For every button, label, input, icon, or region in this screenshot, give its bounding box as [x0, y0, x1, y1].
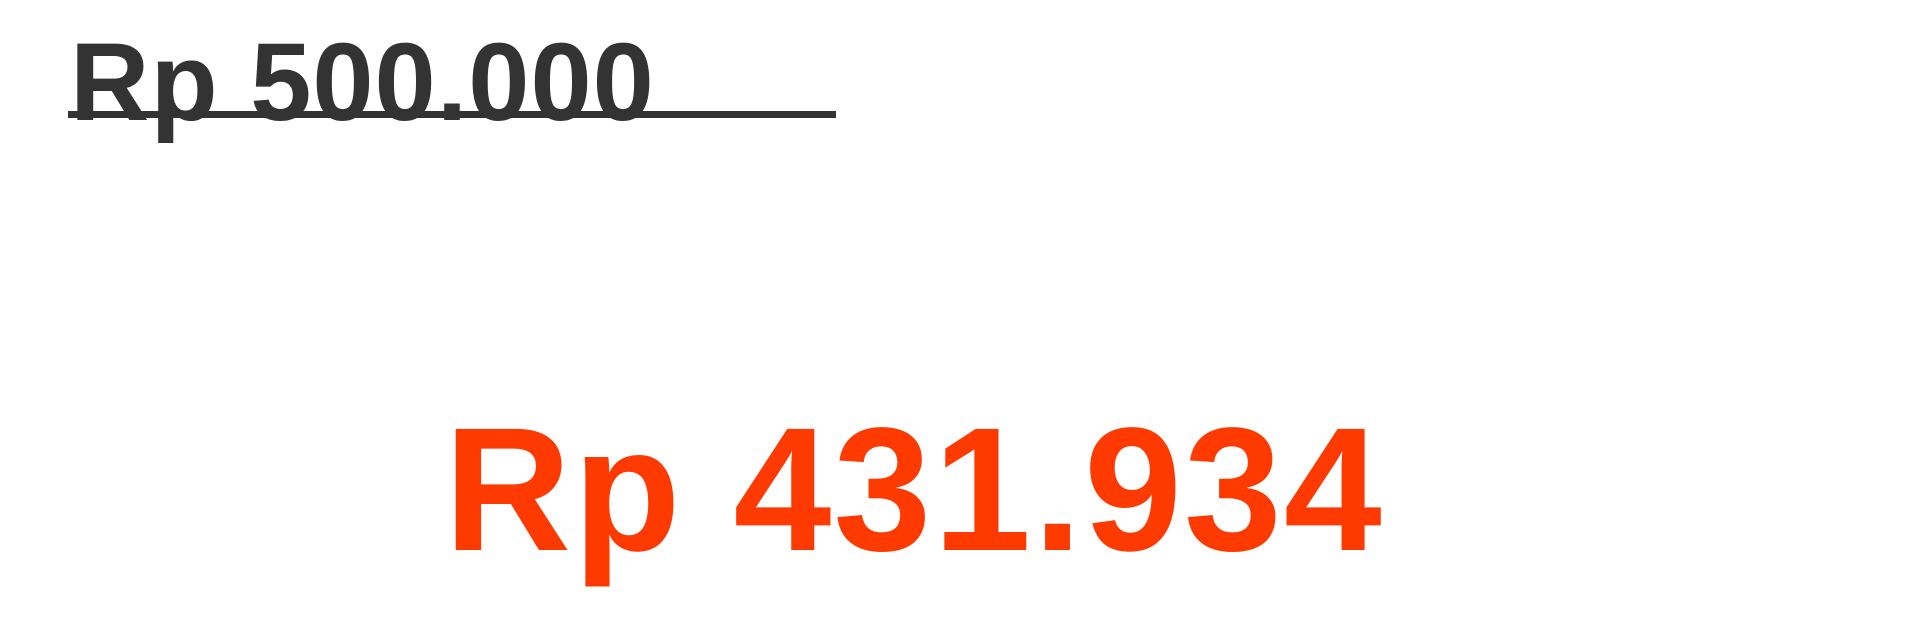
strikethrough-line: [68, 111, 836, 118]
discounted-price: Rp 431.934: [444, 392, 1384, 588]
original-price: Rp 500.000: [70, 21, 655, 144]
